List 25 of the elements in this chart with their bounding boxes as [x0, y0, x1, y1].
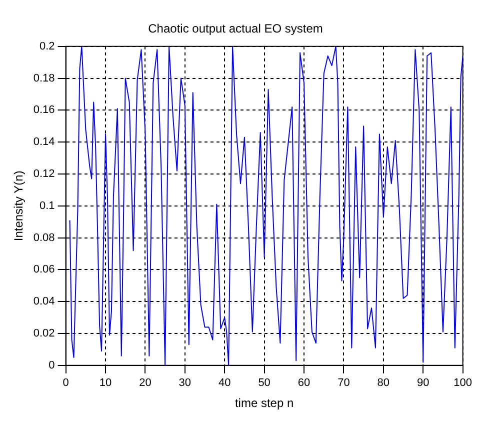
y-axis-title: Intensity Y(n) — [12, 170, 26, 242]
x-tick-label: 50 — [258, 377, 270, 390]
x-tick-label: 80 — [377, 377, 390, 390]
y-tick-label: 0.06 — [33, 264, 55, 276]
x-tick-label: 30 — [178, 377, 192, 390]
y-tick-label: 0 — [48, 359, 55, 372]
y-tick-label: 0.02 — [33, 328, 55, 340]
x-tick-label: 0 — [62, 377, 69, 390]
y-tick-label: 0.18 — [33, 72, 55, 84]
x-tick-label: 40 — [218, 377, 231, 390]
y-tick-label: 0.04 — [33, 296, 55, 308]
y-tick-label: 0.08 — [33, 232, 55, 244]
x-tick-label: 60 — [298, 377, 310, 390]
y-tick-label: 0.14 — [33, 136, 55, 148]
y-tick-label: 0.16 — [33, 104, 55, 116]
x-tick-label: 100 — [454, 377, 472, 390]
y-tick-label: 0.12 — [33, 168, 55, 180]
x-tick-label: 70 — [338, 377, 350, 390]
y-tick-label: 0.2 — [40, 40, 55, 52]
x-tick-label: 90 — [416, 377, 430, 390]
chart-title: Chaotic output actual EO system — [148, 22, 323, 36]
x-axis-title: time step n — [234, 396, 294, 410]
x-tick-label: 10 — [99, 377, 112, 390]
x-tick-label: 20 — [139, 377, 152, 390]
y-tick-label: 0.1 — [40, 200, 55, 212]
